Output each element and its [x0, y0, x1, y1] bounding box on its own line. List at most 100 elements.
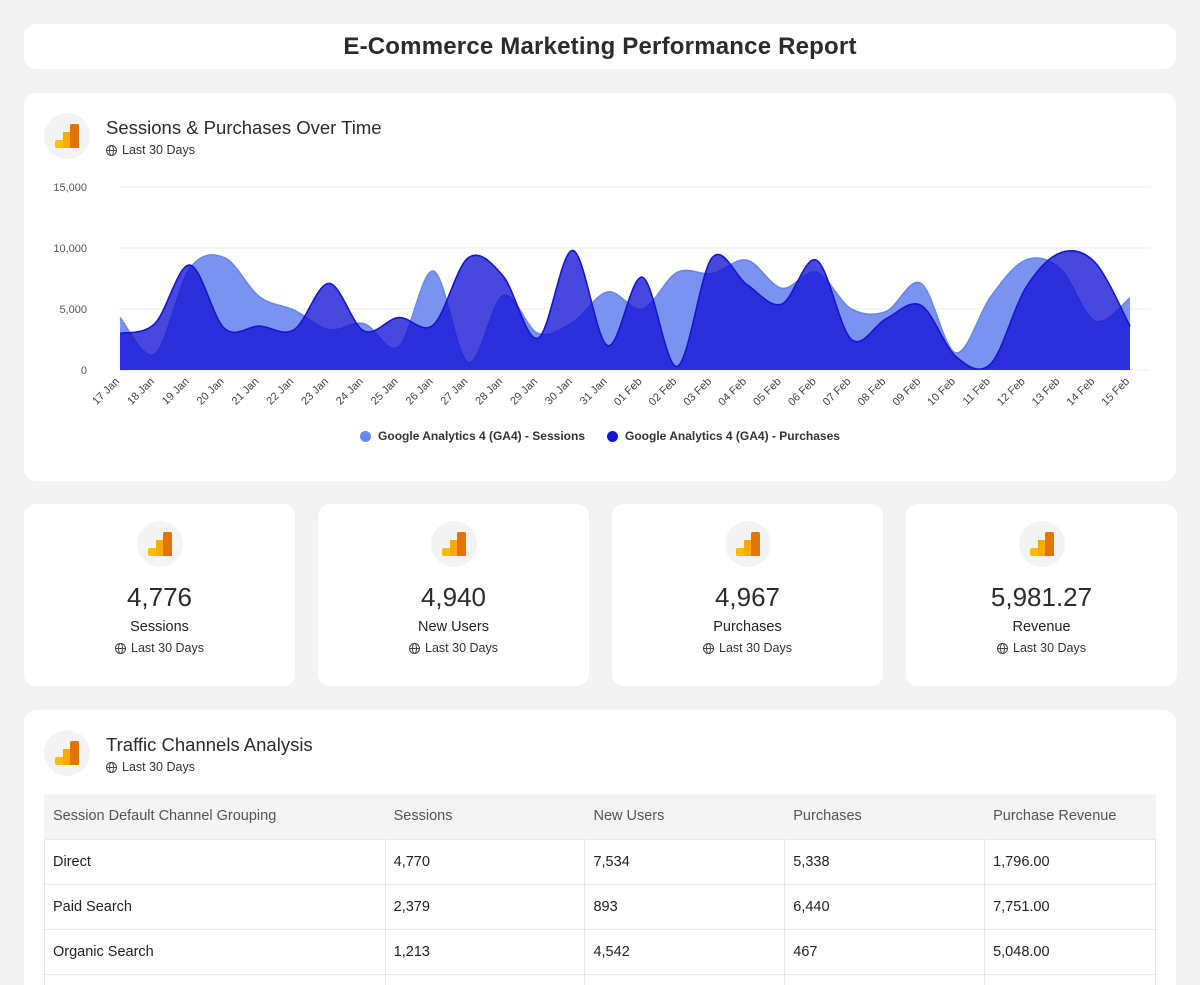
data-point-purchases[interactable]: [1128, 324, 1132, 328]
data-point-purchases[interactable]: [327, 281, 331, 285]
data-point-purchases[interactable]: [466, 256, 470, 260]
data-point-purchases[interactable]: [1058, 251, 1062, 255]
globe-icon: [106, 761, 117, 773]
table-cell: 5,048.00: [984, 928, 1156, 974]
table-cell: 4,770: [384, 838, 585, 884]
data-point-purchases[interactable]: [988, 362, 992, 366]
series-line-purchases: [119, 249, 1131, 370]
data-point-purchases[interactable]: [1093, 260, 1097, 264]
kpi-card-new-users: 4,940 New Users Last 30 Days: [318, 504, 589, 686]
column-header[interactable]: Sessions: [384, 794, 585, 839]
table-cell: [784, 973, 985, 985]
data-point-sessions[interactable]: [605, 290, 609, 294]
column-header[interactable]: Session Default Channel Grouping: [44, 794, 386, 839]
column-header[interactable]: Purchase Revenue: [984, 794, 1156, 839]
globe-icon: [409, 642, 421, 654]
data-point-purchases[interactable]: [919, 303, 923, 307]
x-tick-label: 31 Jan: [578, 376, 610, 408]
sessions-purchases-chart: 0 5,000 10,000 15,000 17 Jan 18 Jan 19 Jan 20 J…: [53, 182, 1150, 409]
legend-item-purchases[interactable]: Google Analytics 4 (GA4) - Purchases: [607, 429, 840, 443]
legend-dot-purchases: [607, 430, 618, 442]
data-point-sessions[interactable]: [919, 281, 923, 285]
data-point-purchases[interactable]: [710, 256, 714, 260]
kpi-date-range: Last 30 Days: [703, 641, 792, 655]
data-point-purchases[interactable]: [675, 364, 679, 368]
data-point-purchases[interactable]: [222, 326, 226, 330]
data-point-sessions[interactable]: [257, 295, 261, 299]
globe-icon: [115, 642, 127, 654]
legend-label-purchases: Google Analytics 4 (GA4) - Purchases: [625, 429, 840, 443]
data-point-sessions[interactable]: [292, 308, 296, 312]
kpi-value: 4,967: [714, 582, 781, 612]
column-header[interactable]: New Users: [584, 794, 785, 839]
table-widget-header: Traffic Channels Analysis Last 30 Days: [44, 730, 313, 776]
x-tick-label: 05 Feb: [751, 376, 784, 409]
data-point-sessions[interactable]: [675, 270, 679, 274]
x-tick-label: 29 Jan: [508, 376, 540, 408]
table-widget-title: Traffic Channels Analysis: [106, 734, 313, 755]
data-point-sessions[interactable]: [745, 258, 749, 262]
kpi-date-range: Last 30 Days: [409, 641, 498, 655]
x-tick-label: 22 Jan: [264, 376, 296, 408]
data-point-purchases[interactable]: [396, 315, 400, 319]
data-point-sessions[interactable]: [884, 309, 888, 313]
data-point-purchases[interactable]: [431, 323, 435, 327]
table-cell: 467: [784, 928, 985, 974]
kpi-value: 4,940: [420, 582, 487, 612]
table-cell: 1,796.00: [984, 838, 1156, 884]
data-point-sessions[interactable]: [536, 331, 540, 335]
data-point-purchases[interactable]: [362, 329, 366, 333]
data-point-purchases[interactable]: [780, 302, 784, 306]
kpi-label: New Users: [418, 619, 489, 635]
data-point-sessions[interactable]: [362, 321, 366, 325]
data-point-purchases[interactable]: [954, 354, 958, 358]
data-point-sessions[interactable]: [431, 269, 435, 273]
column-header[interactable]: Purchases: [784, 794, 985, 839]
x-tick-label: 10 Feb: [925, 376, 958, 409]
data-point-purchases[interactable]: [501, 274, 505, 278]
series-area-purchases: [120, 250, 1130, 370]
report-header: E-Commerce Marketing Performance Report: [24, 24, 1176, 69]
data-point-purchases[interactable]: [571, 248, 575, 252]
data-point-purchases[interactable]: [536, 336, 540, 340]
kpi-value: 5,981.27: [990, 582, 1093, 612]
data-point-purchases[interactable]: [849, 337, 853, 341]
google-analytics-icon: [136, 521, 183, 567]
traffic-channels-widget: Traffic Channels Analysis Last 30 Days S…: [24, 710, 1176, 985]
x-tick-label: 08 Feb: [856, 376, 889, 409]
x-tick-label: 07 Feb: [821, 376, 854, 409]
data-point-purchases[interactable]: [257, 324, 261, 328]
data-point-purchases[interactable]: [292, 328, 296, 332]
data-point-sessions[interactable]: [780, 286, 784, 290]
x-tick-label: 27 Jan: [439, 376, 471, 408]
table-cell: 7,534: [584, 838, 785, 884]
x-tick-label: 26 Jan: [404, 376, 436, 408]
x-tick-label: 20 Jan: [195, 376, 227, 408]
traffic-channels-table: Session Default Channel Grouping Session…: [44, 794, 1156, 985]
data-point-purchases[interactable]: [884, 317, 888, 321]
data-point-purchases[interactable]: [640, 275, 644, 279]
data-point-purchases[interactable]: [118, 331, 122, 335]
x-tick-label: 03 Feb: [681, 376, 714, 409]
table-cell: 1,213: [384, 928, 585, 974]
data-point-sessions[interactable]: [988, 295, 992, 299]
data-point-sessions[interactable]: [849, 307, 853, 311]
data-point-purchases[interactable]: [1023, 286, 1027, 290]
data-point-sessions[interactable]: [118, 315, 122, 319]
data-point-sessions[interactable]: [1128, 296, 1132, 300]
table-row: Direct 4,770 7,534 5,338 1,796.00: [44, 838, 1156, 884]
data-point-purchases[interactable]: [605, 343, 609, 347]
data-point-sessions[interactable]: [1023, 258, 1027, 262]
data-point-purchases[interactable]: [814, 258, 818, 262]
google-analytics-icon: [430, 521, 477, 567]
legend-item-sessions[interactable]: Google Analytics 4 (GA4) - Sessions: [360, 429, 585, 443]
data-point-purchases[interactable]: [187, 263, 191, 267]
table-cell: 2,379: [384, 883, 585, 929]
data-point-sessions[interactable]: [222, 256, 226, 260]
data-point-purchases[interactable]: [745, 282, 749, 286]
table-cell: 6,440: [784, 883, 985, 929]
data-point-purchases[interactable]: [153, 321, 157, 325]
x-tick-label: 14 Feb: [1065, 376, 1098, 409]
table-cell: 4,542: [584, 928, 785, 974]
globe-icon: [106, 144, 117, 156]
